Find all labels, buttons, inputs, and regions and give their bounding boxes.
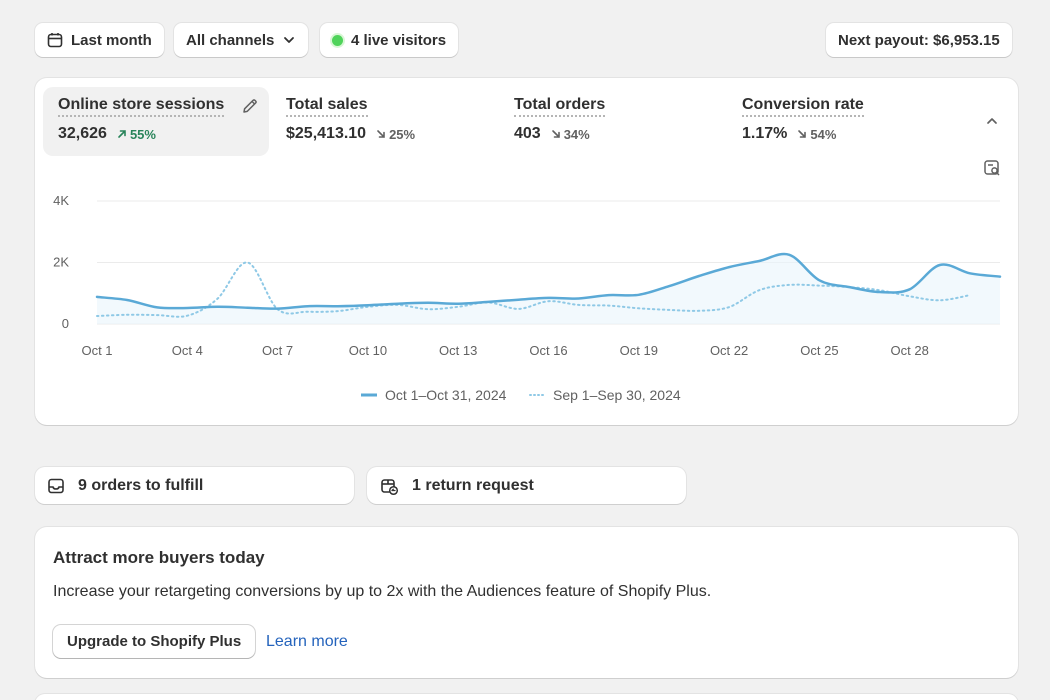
x-tick-label: Oct 22 [710,343,748,358]
orders-to-fulfill-button[interactable]: 9 orders to fulfill [35,467,354,504]
payout-button[interactable]: Next payout: $6,953.15 [826,23,1012,57]
legend-current-label: Oct 1–Oct 31, 2024 [385,387,507,403]
explore-report-button[interactable] [981,157,1003,179]
x-tick-label: Oct 13 [439,343,477,358]
sessions-line-chart: 0 2K 4K Oct 1 Oct 4 Oct 7 Oct 10 Oct 13 Oct 16 Oc… [53,193,1002,358]
legend-solid-swatch [361,393,377,397]
metric-delta-value: 55% [129,126,156,142]
analytics-card: Online store sessions 32,626 55% Total s… [35,78,1018,425]
arrow-down-right-icon [551,130,560,138]
arrow-down-right-icon [377,130,385,138]
x-tick-label: Oct 28 [891,343,929,358]
metric-value: $25,413.10 [286,125,367,142]
channels-label: All channels [186,31,275,49]
x-tick-label: Oct 7 [262,343,293,358]
metric-value: 32,626 [58,125,107,142]
return-box-icon [381,478,399,495]
return-request-button[interactable]: 1 return request [367,467,686,504]
metric-label[interactable]: Online store sessions [58,96,225,117]
previous-series-line [96,261,971,318]
chevron-down-icon [284,37,295,43]
live-indicator-dot [332,34,343,46]
promo-title: Attract more buyers today [53,548,265,567]
metric-delta-value: 34% [563,126,590,142]
orders-to-fulfill-label: 9 orders to fulfill [78,476,204,494]
metric-label[interactable]: Conversion rate [742,96,864,117]
return-request-label: 1 return request [412,476,534,494]
metric-online-store-sessions[interactable]: Online store sessions 32,626 55% [43,87,269,156]
metric-delta: 25% [376,127,415,142]
date-range-button[interactable]: Last month [35,23,164,57]
x-tick-label: Oct 4 [172,343,203,358]
legend-previous-label: Sep 1–Sep 30, 2024 [553,387,681,403]
calendar-icon [47,33,63,48]
y-tick-label: 0 [62,316,69,331]
current-series-line [95,252,1002,310]
payout-label: Next payout: $6,953.15 [838,31,1000,49]
learn-more-link[interactable]: Learn more [266,633,348,650]
x-tick-label: Oct 16 [529,343,567,358]
channels-dropdown[interactable]: All channels [174,23,309,57]
inbox-icon [48,478,64,493]
legend-current: Oct 1–Oct 31, 2024 [361,387,506,403]
x-tick-label: Oct 19 [620,343,658,358]
date-range-label: Last month [71,31,152,49]
live-visitors-label: 4 live visitors [351,31,447,49]
metric-delta-value: 25% [389,126,416,142]
promo-body: Increase your retargeting conversions by… [53,583,712,600]
arrow-up-right-icon [118,130,126,138]
x-tick-label: Oct 25 [800,343,838,358]
metric-total-sales[interactable]: Total sales $25,413.10 25% [271,87,491,156]
metric-value: 403 [514,125,541,142]
metric-label[interactable]: Total sales [286,96,368,117]
report-search-icon [984,160,1000,176]
next-card-edge [35,694,1018,700]
edit-pencil-icon[interactable] [241,97,259,115]
y-tick-label: 2K [53,255,69,270]
y-tick-label: 4K [53,193,69,208]
chevron-up-icon [987,118,997,124]
live-visitors-button[interactable]: 4 live visitors [320,23,459,57]
metric-value: 1.17% [742,125,788,142]
upgrade-button[interactable]: Upgrade to Shopify Plus [53,625,256,658]
promo-card: Attract more buyers today Increase your … [35,527,1018,678]
metric-total-orders[interactable]: Total orders 403 34% [499,87,719,156]
metric-delta-value: 54% [810,126,837,142]
legend-previous: Sep 1–Sep 30, 2024 [529,387,681,403]
arrow-down-right-icon [798,130,807,138]
x-tick-label: Oct 10 [349,343,387,358]
metric-delta: 54% [797,127,836,142]
x-tick-label: Oct 1 [81,343,112,358]
metric-delta: 55% [117,127,156,142]
collapse-metrics-button[interactable] [981,110,1003,132]
metric-label[interactable]: Total orders [514,96,606,117]
metric-conversion-rate[interactable]: Conversion rate 1.17% 54% [727,87,947,156]
legend-dotted-swatch [529,394,545,396]
metric-delta: 34% [551,127,590,142]
